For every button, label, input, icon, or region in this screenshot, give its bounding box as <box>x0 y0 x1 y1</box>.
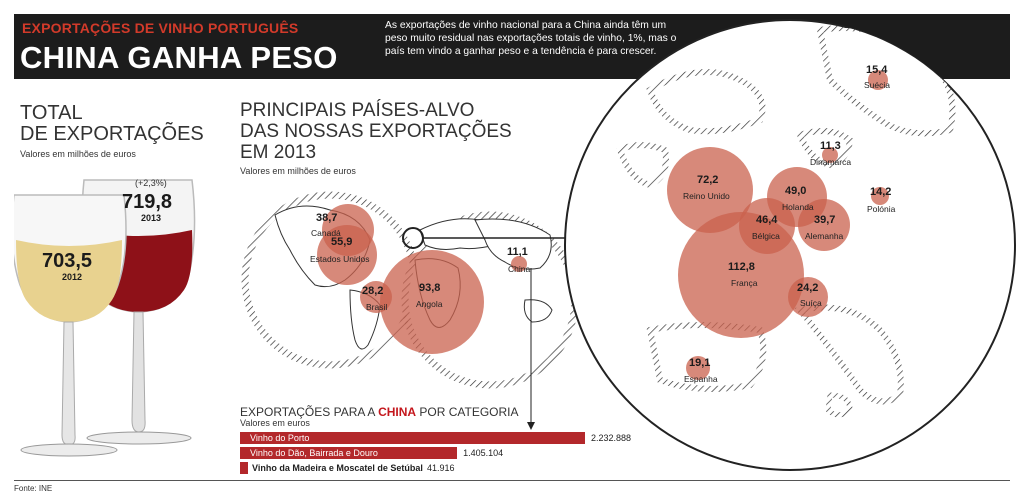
spain-label: Espanha <box>684 374 718 384</box>
footer-rule <box>14 480 1010 481</box>
china-value: 11,1 <box>507 246 528 258</box>
usa-label: Estados Unidos <box>310 254 370 264</box>
belgium-label: Bélgica <box>752 231 780 241</box>
france-value: 112,8 <box>728 261 755 273</box>
total-title: TOTAL DE EXPORTAÇÕES <box>20 102 204 145</box>
france-label: França <box>731 278 758 288</box>
wine-glasses-illustration <box>14 179 196 457</box>
header-banner <box>14 14 369 79</box>
brazil-value: 28,2 <box>362 285 384 297</box>
denmark-value: 11,3 <box>820 140 841 152</box>
canada-label: Canadá <box>311 228 341 238</box>
countries-title: PRINCIPAIS PAÍSES-ALVO DAS NOSSAS EXPORT… <box>240 100 512 163</box>
uk-value: 72,2 <box>697 174 719 186</box>
denmark-label: Dinamarca <box>810 157 852 167</box>
category-value: 41.916 <box>427 463 455 473</box>
china-label: China <box>508 264 531 274</box>
category-bar <box>240 447 458 459</box>
germany-value: 39,7 <box>814 214 836 226</box>
spain-value: 19,1 <box>689 357 711 369</box>
intro-text: As exportações de vinho nacional para a … <box>385 20 677 58</box>
category-value: 2.232.888 <box>591 433 632 443</box>
belgium-value: 46,4 <box>756 214 778 226</box>
header-kicker: EXPORTAÇÕES DE VINHO PORTUGUÊS <box>22 20 299 36</box>
europe-bubbles <box>667 70 889 380</box>
poland-label: Polónia <box>867 204 896 214</box>
switzerland-label: Suíça <box>800 298 822 308</box>
category-subtitle: Valores em euros <box>240 418 310 428</box>
red-glass-value: 719,8 <box>122 191 173 213</box>
white-glass-year: 2012 <box>62 272 83 282</box>
category-label: Vinho do Porto <box>250 433 310 443</box>
total-subtitle: Valores em milhões de euros <box>20 149 136 159</box>
white-glass-value: 703,5 <box>42 250 93 272</box>
netherlands-label: Holanda <box>782 202 814 212</box>
brazil-label: Brasil <box>366 302 388 312</box>
category-label: Vinho da Madeira e Moscatel de Setúbal <box>252 463 423 473</box>
category-bar <box>240 462 248 474</box>
world-bubbles <box>317 204 527 354</box>
usa-value: 55,9 <box>331 236 353 248</box>
angola-value: 93,8 <box>419 282 441 294</box>
sweden-label: Suécia <box>864 80 890 90</box>
canada-value: 38,7 <box>316 212 338 224</box>
category-value: 1.405.104 <box>463 448 504 458</box>
uk-label: Reino Unido <box>683 191 730 201</box>
countries-subtitle: Valores em milhões de euros <box>240 166 356 176</box>
category-bar <box>240 432 585 444</box>
angola-label: Angola <box>416 299 443 309</box>
sweden-value: 15,4 <box>866 64 888 76</box>
switzerland-value: 24,2 <box>797 282 819 294</box>
category-title: EXPORTAÇÕES PARA A CHINA POR CATEGORIA <box>240 405 519 419</box>
page-title: CHINA GANHA PESO <box>20 40 338 75</box>
category-label: Vinho do Dão, Bairrada e Douro <box>250 448 378 458</box>
red-glass-change: (+2,3%) <box>135 178 167 188</box>
red-glass-year: 2013 <box>141 213 162 223</box>
source-note: Fonte: INE <box>14 484 53 493</box>
poland-value: 14,2 <box>870 186 892 198</box>
germany-label: Alemanha <box>805 231 844 241</box>
netherlands-value: 49,0 <box>785 185 807 197</box>
